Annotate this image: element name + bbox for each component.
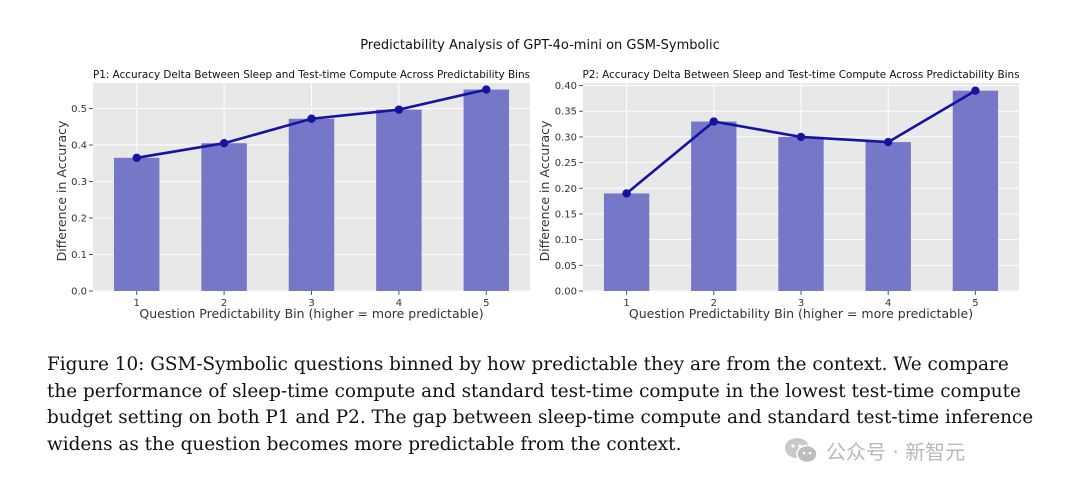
p1-point-3 — [307, 114, 316, 123]
p2-bar-1 — [603, 193, 650, 291]
p1-y-axis-label: Difference in Accuracy — [54, 120, 69, 261]
watermark: 公众号 · 新智元 — [784, 436, 965, 465]
p2-bar-2 — [691, 121, 737, 291]
p1-x-axis-label: Question Predictability Bin (higher = mo… — [139, 306, 483, 321]
p2-ytick-label: 0.40 — [555, 81, 577, 92]
p1-chart-title: P1: Accuracy Delta Between Sleep and Tes… — [93, 69, 530, 81]
p2-xtick-label: 3 — [798, 298, 804, 309]
p1-xtick-label: 4 — [396, 298, 402, 309]
p2-y-axis-label: Difference in Accuracy — [537, 120, 552, 261]
p1-point-2 — [219, 139, 229, 148]
p2-bar-4 — [865, 142, 911, 291]
p2-bar-5 — [952, 90, 999, 291]
p2-ytick-label: 0.05 — [555, 261, 577, 272]
p2-bar-3 — [778, 136, 824, 291]
figure-caption: Figure 10: GSM-Symbolic questions binned… — [47, 354, 1034, 455]
p1-ytick-label: 0.0 — [71, 287, 87, 298]
p2-point-5 — [971, 86, 980, 95]
p2-point-2 — [709, 117, 718, 126]
p2-ytick-label: 0.10 — [555, 235, 577, 246]
p1-xtick-label: 5 — [483, 298, 489, 309]
p1-ytick-label: 0.3 — [71, 177, 87, 188]
p1-xtick-label: 3 — [308, 298, 314, 309]
p1-xtick-label: 1 — [134, 298, 140, 309]
p2-ytick-label: 0.25 — [555, 158, 577, 169]
p2-ytick-label: 0.20 — [555, 184, 577, 195]
p1-bar-4 — [376, 109, 422, 291]
p1-ytick-label: 0.1 — [71, 250, 87, 261]
p2-ytick-label: 0.30 — [555, 132, 577, 143]
p2-ytick-label: 0.00 — [555, 287, 577, 298]
p2-point-4 — [884, 137, 893, 147]
figure-suptitle: Predictability Analysis of GPT-4o-mini o… — [360, 38, 720, 53]
p2-xtick-label: 4 — [885, 298, 891, 309]
p1-ytick-label: 0.4 — [71, 141, 87, 152]
watermark-text: 公众号 · 新智元 — [826, 440, 966, 464]
p2-point-3 — [796, 132, 806, 142]
p1-point-4 — [394, 105, 404, 114]
p2-xtick-label: 1 — [623, 298, 629, 309]
p2-x-axis-label: Question Predictability Bin (higher = mo… — [629, 306, 973, 321]
p2-ytick-label: 0.15 — [555, 209, 577, 220]
p1-ytick-label: 0.5 — [71, 104, 87, 115]
p1-bar-1 — [113, 157, 160, 291]
p1-bar-2 — [201, 143, 247, 291]
p2-xtick-label: 2 — [711, 298, 717, 309]
p2-xtick-label: 5 — [972, 298, 978, 309]
wechat-icon — [784, 437, 818, 465]
p1-bar-3 — [288, 118, 335, 291]
p2-chart-title: P2: Accuracy Delta Between Sleep and Tes… — [582, 69, 1019, 81]
p1-xtick-label: 2 — [221, 298, 227, 309]
charts-canvas: 0.0 0.1 0.2 0.3 0.4 0.5 1 2 3 4 5 P1: Accuracy Delt… — [54, 69, 1020, 321]
p1-ytick-label: 0.2 — [71, 214, 87, 225]
p2-point-1 — [622, 189, 631, 198]
p1-bar-5 — [463, 89, 510, 291]
p2-ytick-label: 0.35 — [555, 107, 577, 118]
p1-point-1 — [132, 153, 141, 163]
p1-point-5 — [482, 85, 491, 94]
